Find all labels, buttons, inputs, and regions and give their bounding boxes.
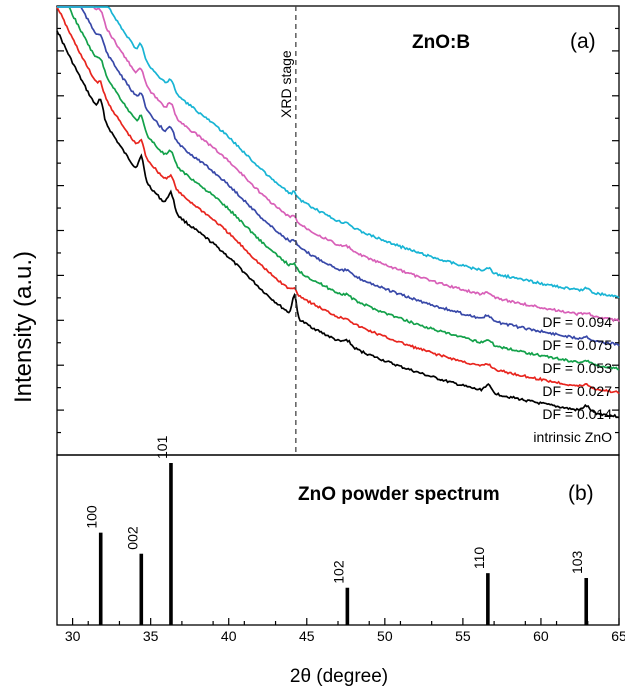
series-line (56, 30, 620, 419)
panel-a-y-ticks (57, 27, 619, 434)
panel-b-bars: 100 002 101 102 110 103 (84, 435, 589, 625)
xrd-stage-label: XRD stage (278, 50, 294, 118)
series-line (57, 6, 620, 371)
powder-peak-bar (98, 532, 103, 625)
powder-peak-label: 102 (330, 560, 346, 584)
x-tick-label: 65 (611, 628, 625, 644)
series-line (56, 6, 620, 395)
powder-peak-label: 103 (569, 550, 585, 574)
series-line (57, 6, 620, 323)
y-axis-label: Intensity (a.u.) (10, 251, 37, 403)
series-line (57, 6, 620, 347)
panel-b-title: ZnO powder spectrum (298, 484, 500, 505)
powder-peak-label: 110 (471, 547, 487, 570)
series-line (57, 6, 620, 299)
x-tick-label: 35 (143, 628, 159, 644)
powder-peak-bar (345, 587, 350, 625)
panel-a-curves (56, 6, 620, 419)
x-axis-label: 2θ (degree) (290, 666, 388, 686)
x-tick-label: 60 (533, 628, 549, 644)
powder-peak-bar (139, 553, 144, 625)
panel-a-series-labels: intrinsic ZnO DF = 0.014 DF = 0.027 DF = 0.… (533, 314, 612, 445)
x-tick-label: 30 (65, 628, 81, 644)
x-axis-ticks: 30 35 40 45 50 55 60 65 (65, 618, 625, 644)
powder-peak-bar (584, 578, 589, 625)
x-tick-label: 45 (299, 628, 315, 644)
series-label: DF = 0.075 (542, 337, 612, 353)
panel-a-frame (56, 5, 620, 456)
series-label: intrinsic ZnO (533, 429, 612, 445)
powder-peak-bar (486, 573, 490, 625)
panel-a-tag: (a) (570, 30, 596, 53)
powder-peak-label: 002 (124, 526, 140, 550)
series-label: DF = 0.027 (542, 383, 612, 399)
panel-a-title: ZnO:B (412, 32, 470, 53)
series-label: DF = 0.053 (542, 360, 612, 376)
panel-b-tag: (b) (568, 482, 594, 505)
x-tick-label: 55 (455, 628, 471, 644)
powder-peak-label: 101 (154, 435, 170, 459)
x-tick-label: 40 (221, 628, 237, 644)
series-label: DF = 0.094 (542, 314, 612, 330)
powder-peak-bar (169, 463, 173, 625)
series-label: DF = 0.014 (542, 406, 612, 422)
powder-peak-label: 100 (84, 505, 100, 529)
x-tick-label: 50 (377, 628, 393, 644)
